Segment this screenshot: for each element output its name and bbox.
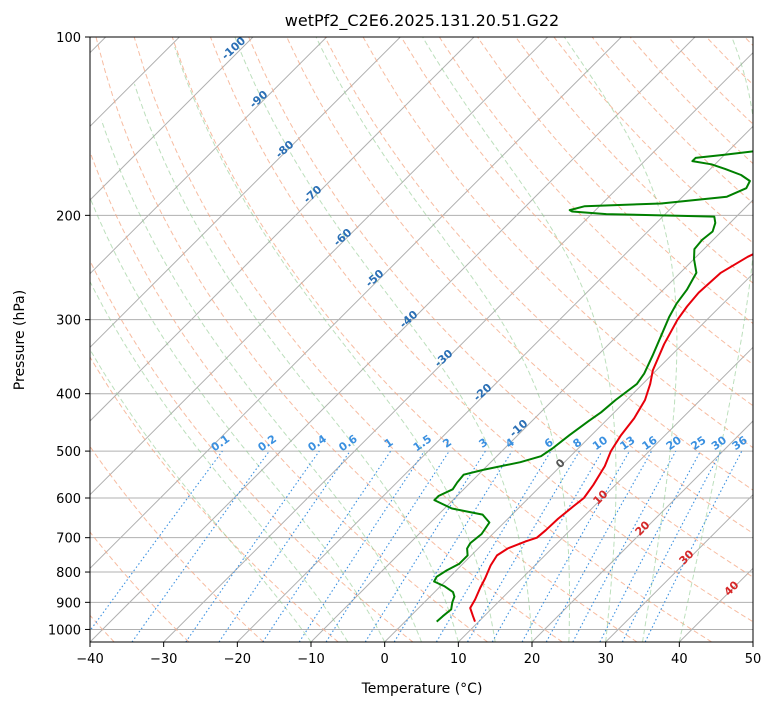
dry-adiabat-line <box>171 37 712 642</box>
dry-adiabat-line <box>248 37 753 578</box>
x-tick-label: 30 <box>597 652 614 667</box>
mixing-ratio-line <box>131 450 270 642</box>
x-tick-label: −20 <box>224 652 251 667</box>
dry-adiabat-line <box>400 37 753 407</box>
mixing-ratio-line <box>545 450 653 642</box>
dry-adiabat-line <box>324 37 753 491</box>
mixing-ratio-line <box>298 450 425 642</box>
isotherm-line <box>90 37 254 201</box>
isobar-gridlines <box>90 37 753 642</box>
dry-adiabat-line <box>90 356 339 642</box>
y-tick-label: 300 <box>56 314 81 329</box>
y-tick-label: 400 <box>56 388 81 403</box>
isotherm-line <box>457 346 753 642</box>
mixing-ratio-line <box>644 450 743 642</box>
mixing-ratio-line <box>90 450 223 632</box>
moist-adiabat-line <box>90 196 386 642</box>
dry-adiabat-line <box>210 37 753 623</box>
y-tick-label: 700 <box>56 532 81 547</box>
y-axis: 100 200 300 400 500 600 700 800 900 1000 <box>48 31 90 638</box>
x-tick-label: 50 <box>745 652 762 667</box>
moist-adiabat-line <box>90 280 349 642</box>
x-axis: −40 −30 −20 −10 0 10 20 30 40 50 <box>76 642 761 667</box>
y-axis-label: Pressure (hPa) <box>12 290 28 390</box>
isotherm-line <box>90 37 549 496</box>
moist-adiabat-line <box>422 37 617 642</box>
isotherm-line <box>605 493 753 642</box>
y-tick-label: 900 <box>56 596 81 611</box>
dry-adiabat-line <box>362 37 753 449</box>
isotherm-line <box>90 37 622 570</box>
x-tick-label: −10 <box>297 652 324 667</box>
isotherm-line <box>90 37 475 422</box>
dewpoint-profile-line <box>433 150 753 623</box>
x-tick-label: 10 <box>450 652 467 667</box>
isotherm-line <box>236 125 753 642</box>
isotherm-line <box>90 37 696 642</box>
dry-adiabat-line <box>286 37 753 534</box>
temperature-profile-line <box>469 253 753 622</box>
isotherm-line <box>531 420 753 642</box>
plot-frame <box>89 36 754 643</box>
mixing-ratio-line <box>262 450 392 642</box>
dry-adiabat-line <box>133 37 638 642</box>
mixing-ratio-line <box>572 450 677 642</box>
isotherm-line <box>90 37 328 275</box>
moist-adiabat-line <box>133 83 459 642</box>
y-tick-label: 200 <box>56 209 81 224</box>
dry-adiabat-line <box>95 37 563 642</box>
mixing-ratio-line <box>185 450 320 642</box>
y-tick-label: 1000 <box>48 623 81 638</box>
y-tick-label: 100 <box>56 31 81 46</box>
mixing-ratio-line <box>325 450 450 642</box>
x-tick-label: 40 <box>671 652 688 667</box>
moist-adiabat-line <box>563 37 678 642</box>
isotherm-line <box>163 51 753 642</box>
moist-adiabat-line <box>315 37 570 642</box>
dry-adiabat-line <box>477 37 753 325</box>
x-tick-label: −30 <box>150 652 177 667</box>
mixing-ratio-line <box>393 450 513 642</box>
mixing-ratio-line <box>218 450 351 642</box>
x-tick-label: 20 <box>524 652 541 667</box>
dry-adiabat-line <box>515 37 753 284</box>
x-axis-label: Temperature (°C) <box>361 681 483 697</box>
chart-title: wetPf2_C2E6.2025.131.20.51.G22 <box>285 11 559 31</box>
mixing-ratio-line <box>521 450 630 642</box>
background-reference-lines <box>90 37 753 642</box>
moist-adiabat-line <box>174 46 496 642</box>
dry-adiabat-line <box>90 531 190 642</box>
x-tick-label: 0 <box>381 652 389 667</box>
x-tick-label: −40 <box>76 652 103 667</box>
isotherm-line <box>90 37 401 349</box>
moist-adiabat-line <box>678 37 753 642</box>
y-tick-label: 600 <box>56 492 81 507</box>
y-tick-label: 800 <box>56 566 81 581</box>
y-tick-label: 500 <box>56 445 81 460</box>
moist-adiabat-line <box>100 119 422 642</box>
dry-adiabat-line <box>90 259 414 642</box>
isotherm-line <box>384 272 753 642</box>
moist-adiabat-line <box>234 37 533 642</box>
profile-series <box>433 150 753 623</box>
dry-adiabat-line <box>90 150 488 642</box>
